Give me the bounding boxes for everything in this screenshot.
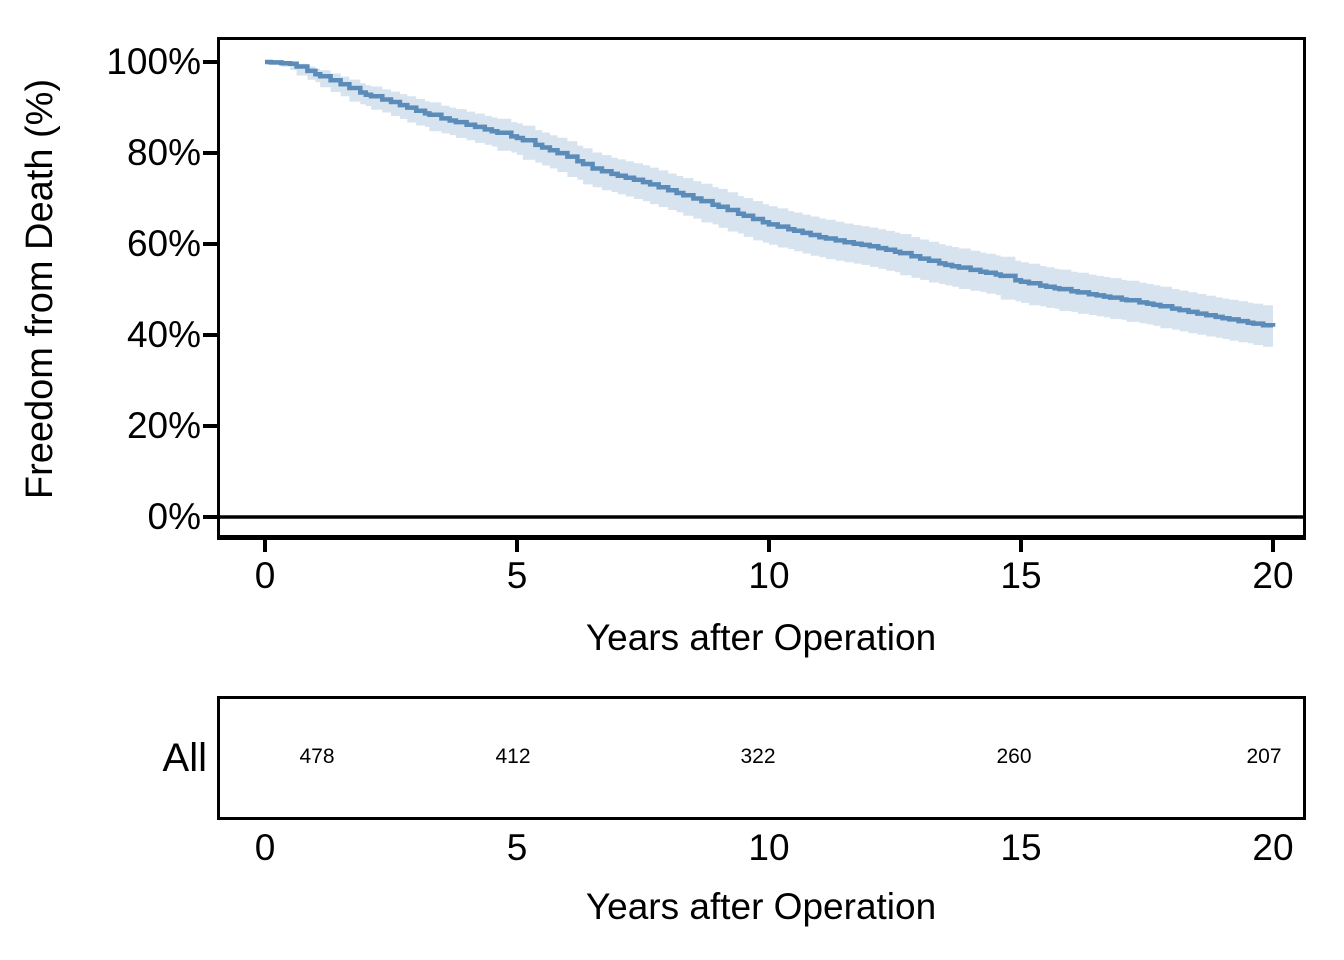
risk-axis-tick-label: 10 [748, 827, 790, 868]
y-tick-label: 80% [126, 132, 201, 173]
y-tick-label: 60% [126, 223, 201, 264]
survival-curve-svg [217, 59, 1306, 519]
x-tick-mark [1019, 540, 1023, 552]
x-tick-mark [263, 540, 267, 552]
y-tick-mark [203, 515, 217, 519]
x-axis-title: Years after Operation [585, 617, 937, 658]
x-tick-label: 5 [506, 555, 528, 596]
risk-count-value: 478 [299, 745, 335, 768]
risk-axis-tick-label: 0 [254, 827, 276, 868]
risk-count-value: 260 [996, 745, 1032, 768]
x-tick-label: 0 [254, 555, 276, 596]
risk-axis-tick-label: 15 [1000, 827, 1042, 868]
x-tick-mark [515, 540, 519, 552]
x-tick-label: 20 [1252, 555, 1294, 596]
y-axis-title: Freedom from Death (%) [19, 78, 61, 500]
survival-curve-line [265, 59, 1276, 328]
risk-table-axis-title: Years after Operation [585, 886, 937, 927]
risk-count-value: 322 [740, 745, 776, 768]
y-tick-label: 40% [126, 314, 201, 355]
x-tick-label: 10 [748, 555, 790, 596]
risk-count-value: 412 [495, 745, 531, 768]
risk-count-value: 207 [1246, 745, 1282, 768]
y-tick-mark [203, 242, 217, 246]
x-tick-mark [1271, 540, 1275, 552]
y-tick-label: 0% [147, 496, 201, 537]
risk-table-row-label: All [162, 736, 207, 780]
confidence-interval-band [265, 62, 1273, 347]
risk-table-panel [217, 696, 1306, 820]
plot-panel [217, 37, 1306, 540]
y-tick-mark [203, 333, 217, 337]
risk-axis-tick-label: 20 [1252, 827, 1294, 868]
y-tick-mark [203, 60, 217, 64]
x-tick-mark [767, 540, 771, 552]
y-tick-mark [203, 151, 217, 155]
y-tick-mark [203, 424, 217, 428]
risk-axis-tick-label: 5 [506, 827, 528, 868]
y-tick-label: 100% [106, 41, 201, 82]
x-tick-label: 15 [1000, 555, 1042, 596]
y-tick-label: 20% [126, 405, 201, 446]
